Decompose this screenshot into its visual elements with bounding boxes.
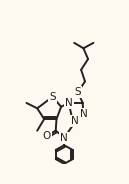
Text: N: N — [60, 133, 68, 143]
Text: N: N — [65, 98, 73, 108]
Text: S: S — [49, 92, 56, 102]
Text: N: N — [80, 109, 87, 119]
Text: N: N — [71, 116, 79, 126]
Text: O: O — [42, 131, 51, 141]
Text: S: S — [75, 87, 81, 97]
